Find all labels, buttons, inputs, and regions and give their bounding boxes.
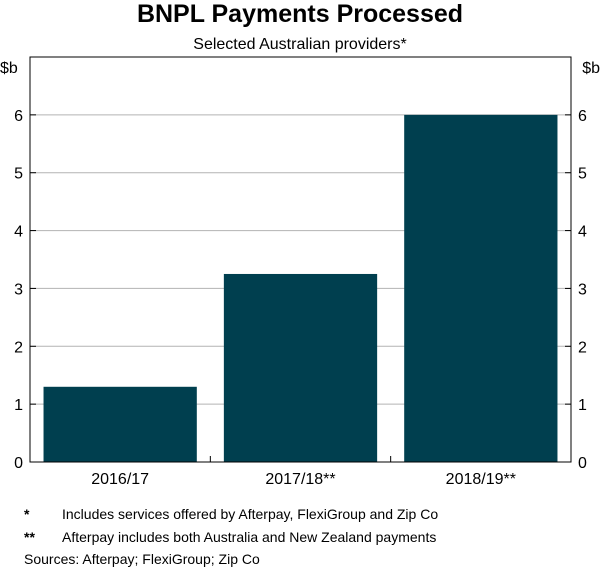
y-tick-label-right: 4 — [578, 224, 587, 241]
footnote-marker: ** — [24, 529, 35, 545]
y-tick-label-right: 0 — [578, 455, 587, 472]
footnote-marker: * — [24, 506, 30, 522]
y-tick-label-left: 4 — [14, 224, 23, 241]
chart-title: BNPL Payments Processed — [137, 0, 463, 28]
bar-3 — [404, 114, 558, 462]
y-axis-unit-right: $b — [582, 60, 600, 77]
y-tick-labels: 0 0 1 1 2 2 3 3 4 4 5 5 6 6 — [14, 108, 587, 472]
y-tick-label-right: 1 — [578, 397, 587, 414]
y-tick-label-left: 3 — [14, 281, 23, 298]
y-tick-label-right: 5 — [578, 166, 587, 183]
y-tick-label-left: 6 — [14, 108, 23, 125]
y-tick-label-left: 5 — [14, 166, 23, 183]
bar-1 — [43, 386, 197, 462]
sources: Sources: Afterpay; FlexiGroup; Zip Co — [24, 551, 260, 567]
bars — [43, 114, 558, 462]
y-tick-label-right: 6 — [578, 108, 587, 125]
x-tick-labels: 2016/17 2017/18** 2018/19** — [91, 471, 516, 488]
footnote-text: Includes services offered by Afterpay, F… — [62, 506, 439, 522]
x-tick-label: 2018/19** — [446, 471, 516, 488]
y-axis-unit-left: $b — [0, 60, 18, 77]
y-tick-label-right: 3 — [578, 281, 587, 298]
footnote-2: ** Afterpay includes both Australia and N… — [24, 529, 436, 545]
y-tick-label-left: 1 — [14, 397, 23, 414]
y-tick-label-left: 2 — [14, 339, 23, 356]
footnote-1: * Includes services offered by Afterpay, … — [24, 506, 438, 522]
x-tick-label: 2016/17 — [91, 471, 149, 488]
y-tick-label-left: 0 — [14, 455, 23, 472]
plot-frame — [29, 56, 572, 463]
footnote-text: Afterpay includes both Australia and New… — [62, 529, 437, 545]
chart-subtitle: Selected Australian providers* — [193, 36, 406, 53]
y-tick-label-right: 2 — [578, 339, 587, 356]
bar-2 — [223, 273, 378, 462]
x-tick-label: 2017/18** — [265, 471, 335, 488]
tick-marks — [30, 114, 571, 463]
